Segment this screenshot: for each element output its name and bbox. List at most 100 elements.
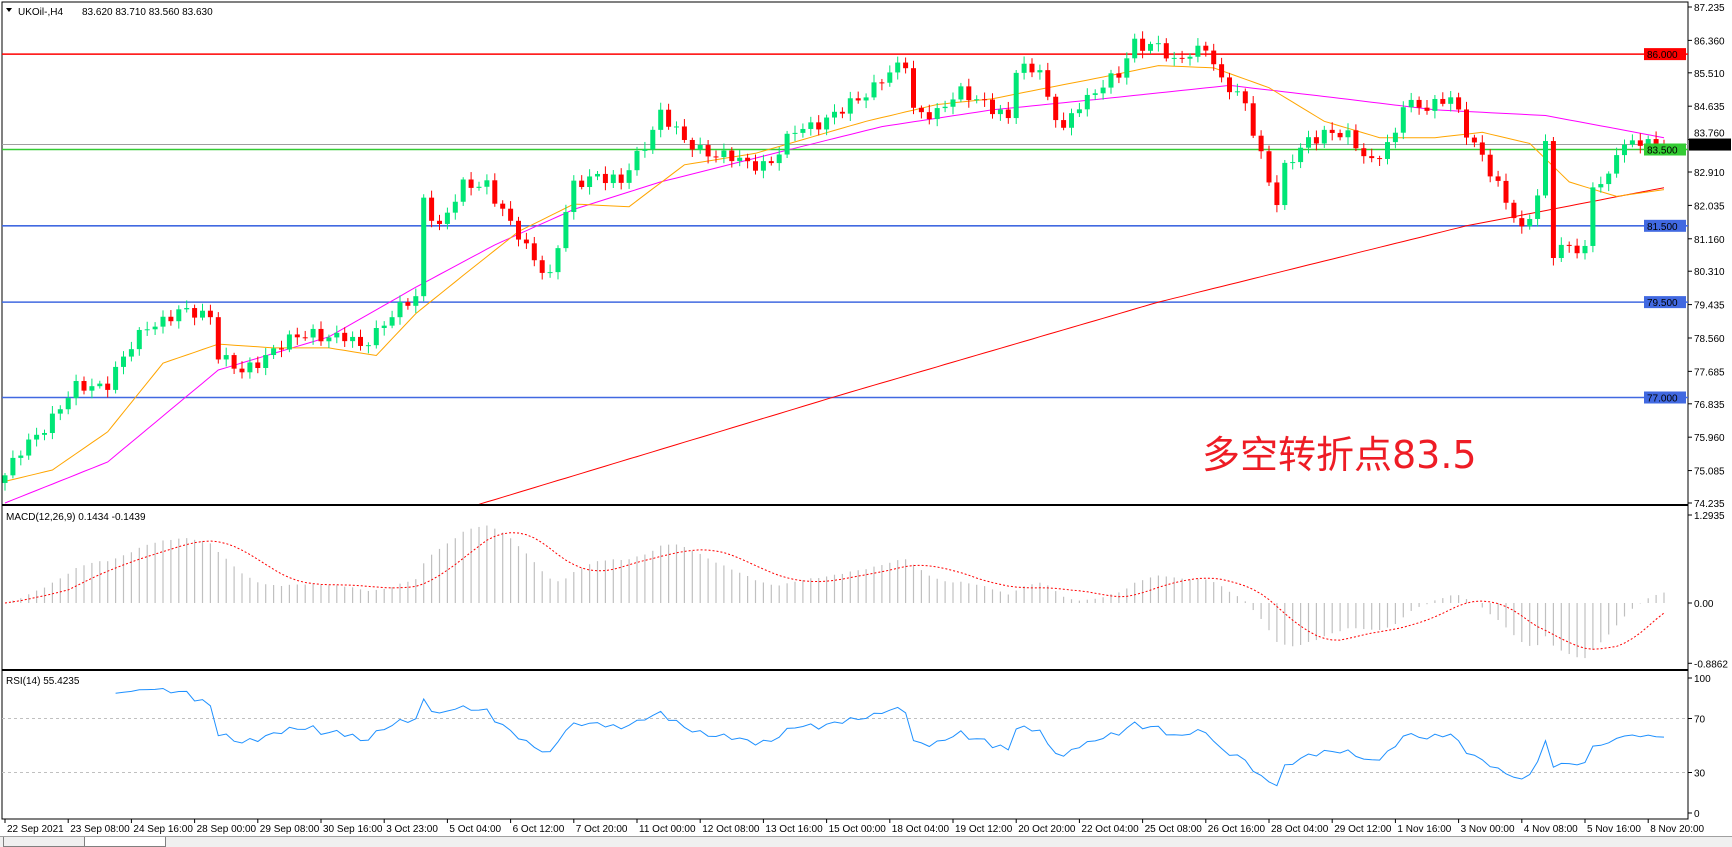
time-tick-label: 3 Nov 00:00	[1461, 824, 1515, 835]
time-tick-label: 5 Nov 16:00	[1587, 824, 1641, 835]
candle	[587, 169, 593, 195]
candle	[942, 100, 948, 113]
candle-body	[1558, 244, 1564, 259]
main-pane[interactable]: 86.000 83.500 81.500 79.500 77.000	[2, 31, 1688, 505]
candle-body	[1227, 77, 1232, 93]
candle-body	[1582, 245, 1588, 254]
candle	[121, 351, 126, 375]
candle-body	[10, 457, 16, 476]
candle-body	[800, 128, 806, 133]
time-tick-label: 12 Oct 08:00	[702, 824, 760, 835]
time-tick-label: 23 Sep 08:00	[70, 824, 130, 835]
candle-body	[358, 336, 363, 346]
candle	[966, 78, 972, 108]
candle-body	[563, 212, 569, 249]
candle	[302, 330, 308, 341]
candle	[1519, 210, 1525, 234]
triangle-down-icon[interactable]	[6, 8, 12, 12]
candle-body	[911, 68, 916, 108]
candle-body	[49, 413, 55, 434]
candle-body	[1464, 109, 1469, 138]
candle-body	[26, 439, 32, 456]
candle	[1084, 88, 1090, 117]
candle-body	[855, 98, 861, 101]
candle-body	[1440, 98, 1446, 104]
candle-body	[342, 332, 348, 342]
candle-body	[1037, 70, 1043, 73]
candle	[326, 334, 332, 349]
candle-body	[1179, 57, 1185, 59]
candle-body	[674, 126, 679, 128]
candle-body	[184, 308, 190, 310]
candle	[105, 376, 111, 398]
candle	[286, 330, 292, 353]
candle	[484, 174, 490, 195]
candle-body	[776, 154, 782, 164]
candle	[871, 74, 877, 101]
macd-pane[interactable]	[4, 525, 1665, 659]
candle	[1337, 129, 1343, 141]
candle-body	[879, 82, 885, 84]
candle	[1495, 170, 1501, 187]
candle	[926, 104, 932, 125]
candle	[1179, 50, 1185, 64]
candle	[1424, 100, 1430, 115]
candle	[1385, 134, 1390, 165]
candle	[800, 123, 806, 138]
candle-body	[1377, 158, 1383, 160]
candle-body	[1234, 91, 1240, 93]
candle	[1211, 43, 1217, 71]
candle	[1140, 31, 1146, 59]
candle	[776, 146, 782, 171]
candle-body	[697, 145, 703, 150]
candle-body	[1045, 70, 1051, 97]
candle-body	[990, 99, 995, 115]
candle	[721, 143, 727, 164]
candle	[934, 103, 940, 127]
candle	[847, 91, 853, 121]
candle-body	[1400, 107, 1406, 133]
candle-body	[516, 220, 521, 240]
candle-body	[1258, 135, 1264, 152]
candle	[1290, 154, 1296, 170]
price-tick-label: 75.960	[1694, 433, 1725, 444]
candle	[1392, 127, 1398, 149]
candle	[1432, 95, 1438, 119]
candle	[918, 105, 924, 119]
time-tick-label: 5 Oct 04:00	[449, 824, 501, 835]
candle	[468, 172, 474, 196]
candle	[571, 175, 577, 220]
time-tick-label: 25 Oct 08:00	[1145, 824, 1203, 835]
candle-body	[34, 434, 40, 440]
macd-tick-label: 0.00	[1694, 599, 1714, 610]
candle	[674, 121, 679, 135]
candle-body	[302, 337, 308, 339]
candle-body	[239, 368, 245, 373]
candle	[784, 130, 790, 158]
candle	[381, 321, 387, 336]
candle-body	[1132, 38, 1138, 59]
rsi-pane[interactable]	[2, 687, 1688, 787]
candle	[421, 194, 427, 302]
candle	[2, 473, 8, 491]
time-tick-label: 20 Oct 20:00	[1018, 824, 1076, 835]
candle	[1598, 176, 1604, 193]
candle	[1550, 137, 1556, 266]
candle	[666, 103, 672, 130]
candle-body	[1306, 137, 1311, 148]
candle-body	[1503, 180, 1509, 203]
candle-body	[1495, 176, 1501, 181]
macd-tick-label: 1.2935	[1694, 511, 1725, 522]
candle-body	[895, 62, 901, 73]
candle	[271, 344, 277, 359]
time-tick-label: 30 Sep 16:00	[323, 824, 383, 835]
candle	[1574, 238, 1580, 259]
candle	[231, 352, 237, 374]
candle	[595, 171, 600, 181]
candle-body	[405, 302, 411, 306]
candle	[160, 310, 166, 334]
candle	[34, 427, 40, 447]
candle	[239, 361, 245, 379]
candle	[1029, 58, 1035, 78]
